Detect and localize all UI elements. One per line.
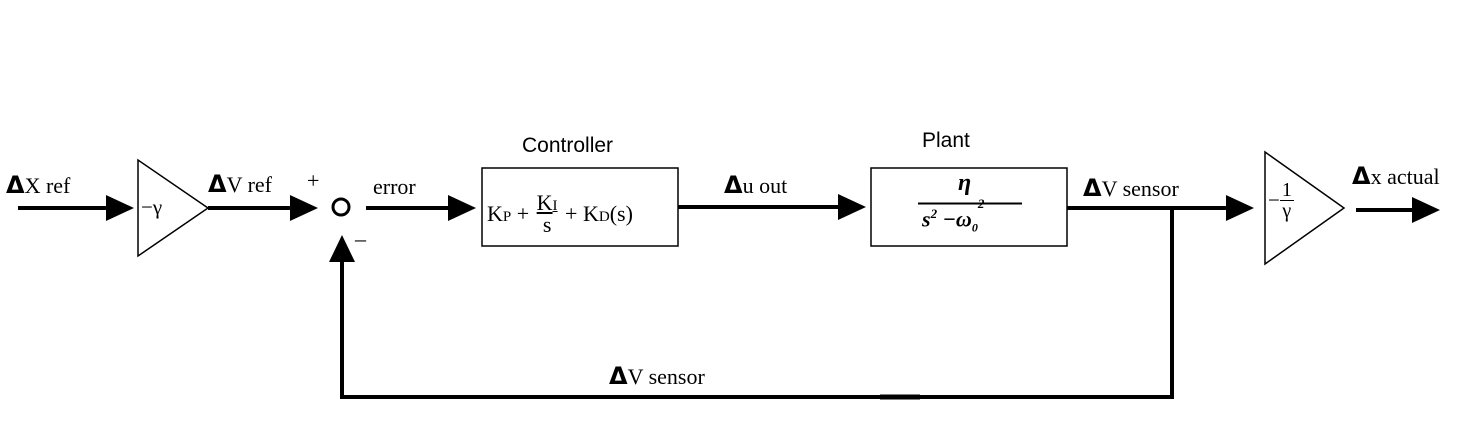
feedback-arrow-head	[329, 235, 355, 262]
plant-denominator: s2 −ω02	[922, 196, 985, 235]
label-x-actual: Δx actual	[1352, 162, 1440, 190]
label-u-out: Δu out	[724, 171, 788, 199]
plant-fraction-bar	[918, 202, 1022, 205]
output-arrow-head	[1412, 197, 1440, 223]
minus-sign: –	[355, 226, 366, 251]
controller-title: Controller	[522, 134, 614, 157]
label-error: error	[373, 174, 416, 199]
label-v-sensor-feedback: ΔV sensor	[609, 362, 705, 390]
summing-junction	[331, 197, 351, 217]
plant-numerator: η	[958, 170, 972, 196]
gain-out-block	[1264, 150, 1346, 266]
vref-arrow-head	[290, 195, 318, 221]
error-arrow-head	[448, 195, 476, 221]
controller-equation: KP + KI s + KD(s)	[487, 190, 633, 237]
u-out-arrow-head	[838, 194, 866, 220]
plant-title: Plant	[922, 129, 970, 152]
input-arrow-head	[106, 195, 134, 221]
feedback-path	[340, 210, 1174, 399]
v-sensor-arrow-head	[1226, 195, 1254, 221]
label-v-sensor: ΔV sensor	[1083, 174, 1179, 202]
controller-block	[481, 167, 679, 247]
label-v-ref: ΔV ref	[208, 170, 272, 198]
gain-in-text: −γ	[141, 195, 163, 219]
plus-sign: +	[307, 168, 320, 193]
gain-out-text: − 1 γ	[1268, 179, 1294, 222]
gain-in-block	[137, 158, 210, 258]
label-x-ref: ΔX ref	[6, 171, 71, 199]
